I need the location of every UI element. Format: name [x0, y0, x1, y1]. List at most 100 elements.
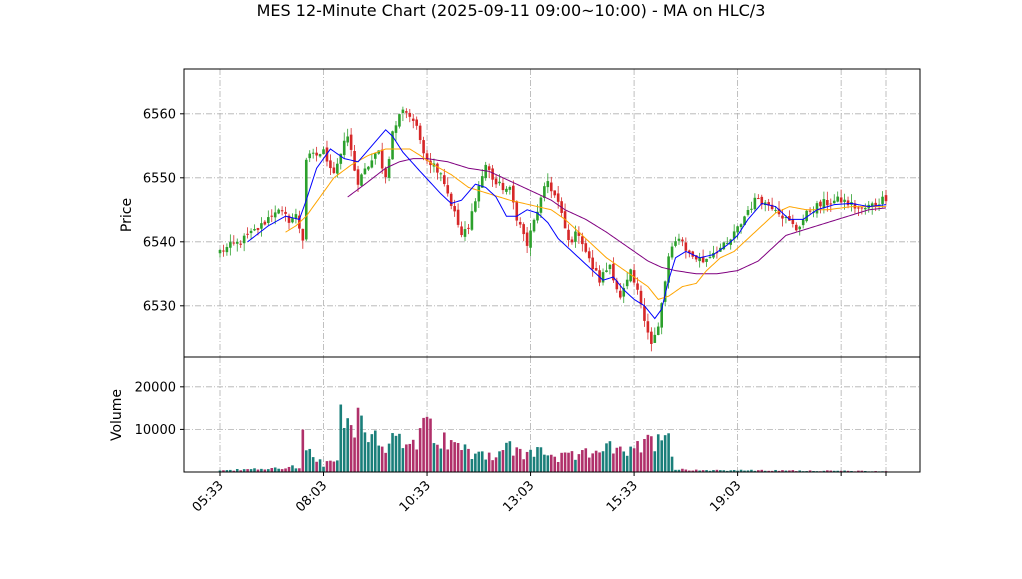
- volume-bar: [860, 470, 864, 472]
- candle-body: [581, 236, 584, 245]
- candle-body: [222, 250, 225, 252]
- candle-body: [636, 283, 639, 290]
- volume-bar: [536, 447, 539, 472]
- candle-body: [881, 196, 884, 204]
- candle-body: [843, 199, 846, 202]
- volume-bar: [232, 470, 236, 472]
- volume-bar: [329, 460, 332, 472]
- volume-bar: [857, 470, 860, 472]
- candle-body: [235, 241, 239, 244]
- volume-bar: [539, 447, 543, 472]
- volume-bar: [567, 452, 570, 472]
- volume-bar: [622, 451, 626, 472]
- candle-body: [287, 215, 291, 223]
- volume-bar: [605, 443, 608, 472]
- candle-body: [767, 202, 770, 206]
- moving-averages: [247, 129, 887, 320]
- volume-bar: [598, 452, 601, 472]
- volume-bar: [480, 451, 484, 472]
- volume-bar: [460, 450, 463, 472]
- candle-body: [750, 208, 753, 210]
- candle-body: [615, 280, 619, 290]
- volume-bar: [722, 470, 726, 472]
- candle-body: [832, 200, 836, 204]
- candle-body: [453, 206, 456, 212]
- candle-body: [242, 235, 246, 244]
- candle-body: [760, 196, 764, 205]
- candle-body: [684, 242, 688, 251]
- volume-bar: [594, 450, 598, 472]
- candle-body: [318, 154, 322, 157]
- volume-bar: [643, 438, 646, 472]
- volume-bar: [701, 470, 705, 472]
- volume-bar: [418, 428, 422, 472]
- candle-body: [553, 190, 557, 196]
- candle-body: [722, 242, 726, 250]
- candle-body: [574, 231, 577, 242]
- volume-bar: [356, 407, 360, 472]
- volume-bar: [788, 470, 791, 472]
- candle-body: [415, 119, 418, 126]
- candle-body: [346, 136, 349, 143]
- candle-body: [363, 168, 367, 175]
- candle-body: [239, 243, 243, 245]
- candle-body: [308, 153, 312, 159]
- volume-bar: [463, 444, 467, 472]
- candle-body: [484, 164, 488, 178]
- volume-tick-label: 20000: [135, 380, 176, 395]
- volume-bar: [729, 470, 733, 472]
- volume-bar: [436, 444, 439, 472]
- candle-body: [753, 197, 757, 210]
- candle-body: [401, 109, 405, 114]
- candle-body: [380, 149, 384, 169]
- volume-bar: [777, 470, 781, 472]
- volume-bar: [470, 459, 474, 472]
- x-tick-label: 05:33: [190, 478, 227, 515]
- candle-body: [826, 200, 829, 206]
- candle-body: [556, 193, 560, 202]
- volume-bar: [715, 469, 719, 472]
- price-candles: [218, 106, 888, 352]
- ma-mid-line: [285, 148, 886, 300]
- volume-bar: [467, 448, 470, 472]
- volume-bar: [791, 470, 795, 472]
- volume-bar: [615, 447, 619, 472]
- price-tick-label: 6560: [143, 107, 176, 122]
- volume-bar: [349, 425, 353, 472]
- volume-bar: [708, 470, 712, 472]
- volume-bar: [784, 470, 788, 472]
- volume-bar: [429, 418, 432, 472]
- volume-bar: [719, 470, 722, 472]
- candle-body: [467, 227, 470, 229]
- candle-body: [387, 159, 391, 178]
- volume-bar: [342, 427, 346, 472]
- candle-body: [336, 163, 339, 174]
- volume-bar: [260, 468, 263, 472]
- volume-bar: [367, 442, 370, 472]
- candle-body: [587, 251, 591, 259]
- candle-body: [405, 111, 408, 113]
- volume-bar: [736, 470, 739, 472]
- candle-body: [232, 242, 236, 244]
- candle-body: [677, 238, 681, 241]
- ma-slow-line: [347, 158, 887, 275]
- candle-body: [408, 112, 412, 117]
- candle-body: [456, 209, 460, 225]
- volume-bar: [674, 469, 677, 472]
- candle-body: [477, 185, 481, 202]
- volume-bar: [584, 448, 588, 472]
- candle-body: [411, 118, 415, 121]
- volume-bar: [235, 469, 239, 472]
- candle-body: [794, 224, 798, 231]
- candle-body: [605, 270, 608, 273]
- volume-bar: [543, 454, 546, 472]
- volume-bar: [267, 469, 270, 472]
- candle-body: [487, 166, 491, 170]
- candle-body: [688, 250, 691, 254]
- candle-body: [857, 207, 860, 209]
- volume-bar: [629, 446, 632, 472]
- volume-bar: [608, 441, 612, 472]
- volume-bar: [225, 470, 229, 472]
- volume-bar: [670, 456, 674, 472]
- candle-body: [494, 178, 498, 185]
